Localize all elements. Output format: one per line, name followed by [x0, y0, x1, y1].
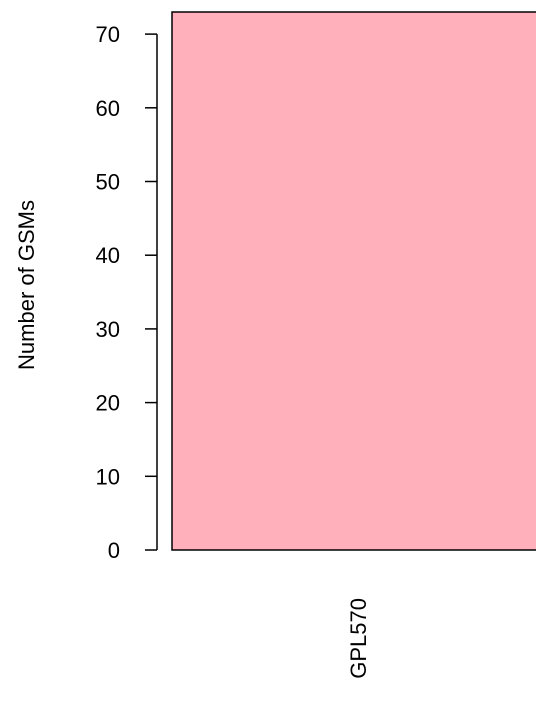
y-tick-label: 10 [96, 464, 120, 489]
y-tick-label: 0 [108, 538, 120, 563]
y-axis: 0 10 20 30 40 50 60 70 [96, 22, 158, 563]
y-tick-label: 70 [96, 22, 120, 47]
y-tick-label: 50 [96, 170, 120, 195]
y-tick-label: 60 [96, 96, 120, 121]
x-tick-label: GPL570 [346, 598, 371, 679]
y-tick-label: 20 [96, 391, 120, 416]
x-axis-labels: GPL570 [346, 598, 371, 679]
bars-group [171, 11, 536, 551]
y-tick-label: 30 [96, 317, 120, 342]
y-axis-title: Number of GSMs [14, 200, 39, 370]
bar [171, 11, 536, 551]
y-tick-label: 40 [96, 243, 120, 268]
